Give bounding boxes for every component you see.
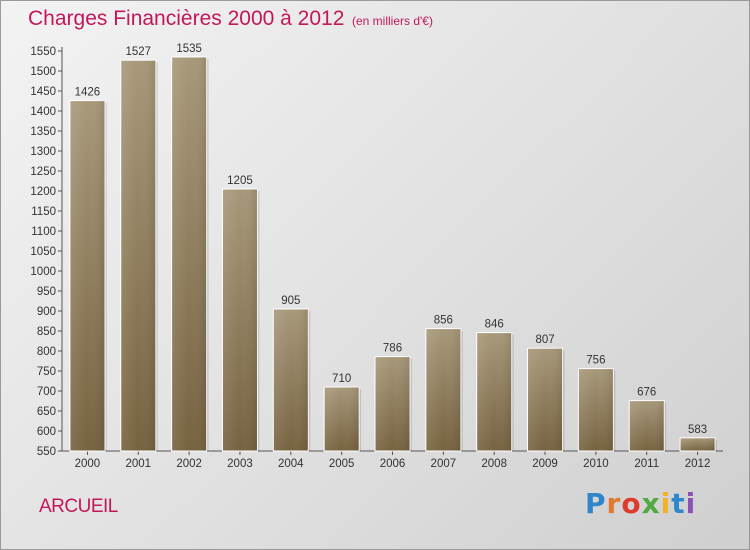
bar-highlight: [120, 60, 156, 451]
bar-highlight: [375, 356, 410, 451]
y-tick-label: 1100: [31, 226, 56, 238]
y-tick-label: 1250: [30, 166, 56, 178]
bar-highlight: [425, 328, 461, 451]
data-labels: 1426 1527 1535 1205 905 710 786 856 846 807 756 676…: [75, 43, 708, 436]
y-tick-labels: 550 600 650 700 750 800 850 900 950 1000 1050 1100 1…: [30, 46, 56, 458]
y-tick-label: 1400: [30, 106, 56, 118]
data-label: 710: [332, 373, 351, 385]
y-tick-label: 650: [37, 406, 56, 418]
x-tick-label: 2006: [380, 458, 406, 470]
x-tick-label: 2012: [685, 458, 711, 470]
y-tick-label: 800: [37, 346, 56, 358]
data-label: 1205: [227, 175, 253, 187]
chart-title: Charges Financières 2000 à 2012: [28, 7, 345, 30]
data-label: 856: [434, 315, 453, 327]
data-label: 807: [535, 334, 554, 346]
brand-letter: r: [606, 487, 622, 520]
data-label: 676: [637, 387, 656, 399]
y-tick-label: 1050: [30, 246, 56, 258]
brand-letter: i: [685, 487, 697, 520]
brand-letter: x: [641, 487, 661, 520]
brand-letter: o: [621, 487, 642, 520]
bar-highlight: [527, 348, 563, 451]
y-tick-label: 1550: [30, 46, 56, 58]
y-tick-label: 850: [37, 326, 56, 338]
data-label: 1535: [176, 43, 202, 55]
data-label: 583: [688, 424, 707, 436]
y-tick-label: 900: [37, 306, 56, 318]
data-label: 1527: [125, 46, 151, 58]
y-tick-label: 1200: [30, 186, 56, 198]
data-label: 905: [281, 295, 300, 307]
bar-highlight: [680, 437, 716, 451]
y-tick-label: 1000: [30, 266, 56, 278]
y-tick-label: 1450: [30, 86, 56, 98]
bar-highlight: [324, 387, 360, 451]
x-tick-label: 2002: [176, 458, 202, 470]
x-tick-labels: 2000 2001 2002 2003 2004 2005 2006 2007 2008 2009…: [75, 458, 711, 470]
y-tick-label: 700: [37, 386, 56, 398]
x-tick-label: 2011: [634, 458, 659, 470]
x-tick-label: 2001: [125, 458, 151, 470]
bar-highlight: [171, 57, 207, 451]
y-tick-label: 1350: [30, 126, 56, 138]
data-label: 786: [383, 343, 402, 355]
x-tick-label: 2007: [431, 458, 457, 470]
x-tick-label: 2009: [532, 458, 558, 470]
brand-logo: Proxiti: [585, 487, 696, 520]
bar-chart: 550 600 650 700 750 800 850 900 950 1000 1050 1100 1…: [30, 43, 723, 470]
data-label: 1426: [75, 87, 101, 99]
brand-letter: P: [585, 487, 607, 520]
x-tick-label: 2005: [329, 458, 355, 470]
bar-highlight: [629, 400, 665, 451]
y-tick-label: 750: [37, 366, 56, 378]
data-label: 846: [485, 319, 504, 331]
x-tick-label: 2000: [75, 458, 101, 470]
x-tick-label: 2004: [278, 458, 304, 470]
x-tick-label: 2003: [227, 458, 253, 470]
data-label: 756: [586, 355, 605, 367]
brand-letter: t: [671, 487, 686, 520]
y-tick-label: 550: [37, 446, 56, 458]
bar-highlight: [578, 368, 614, 451]
x-tick-label: 2008: [481, 458, 507, 470]
brand-letter: i: [660, 487, 672, 520]
bar-highlight: [273, 309, 309, 451]
bar-highlight: [222, 189, 258, 451]
bars: [69, 56, 718, 452]
x-tick-label: 2010: [583, 458, 609, 470]
y-tick-label: 600: [37, 426, 56, 438]
commune-name: ARCUEIL: [39, 496, 118, 517]
unit-note: (en milliers d'€): [352, 14, 433, 28]
y-tick-label: 950: [37, 286, 56, 298]
bar-highlight: [69, 100, 105, 451]
y-tick-label: 1150: [31, 206, 56, 218]
y-tick-label: 1500: [30, 66, 56, 78]
y-tick-label: 1300: [30, 146, 56, 158]
bar-highlight: [476, 332, 512, 451]
